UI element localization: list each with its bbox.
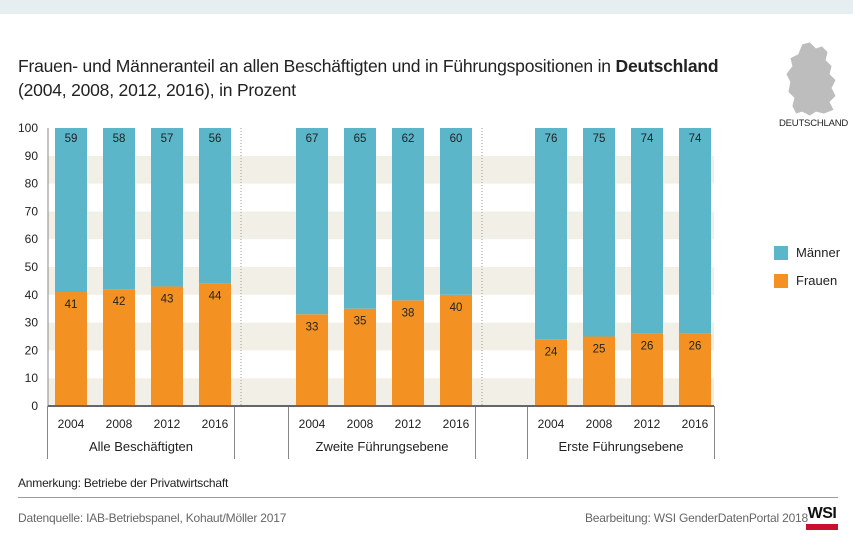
bar-frauen xyxy=(440,294,472,406)
data-label-frauen: 44 xyxy=(209,291,222,303)
data-label-maenner: 74 xyxy=(689,133,702,145)
bar-frauen xyxy=(151,286,183,406)
data-label-frauen: 43 xyxy=(161,293,174,305)
x-tick-label: 2008 xyxy=(347,417,374,431)
y-tick-label: 70 xyxy=(25,204,39,218)
chart-title-bold: Deutschland xyxy=(615,56,719,76)
data-label-maenner: 57 xyxy=(161,133,174,145)
x-tick-label: 2004 xyxy=(538,417,565,431)
data-label-maenner: 60 xyxy=(450,133,463,145)
chart-title-text: Frauen- und Männeranteil an allen Beschä… xyxy=(18,56,611,76)
data-label-frauen: 26 xyxy=(641,341,654,353)
bar-maenner xyxy=(392,128,424,301)
y-tick-label: 10 xyxy=(25,371,39,385)
legend-swatch-frauen xyxy=(774,274,788,288)
wsi-logo: WSI xyxy=(806,505,838,533)
y-tick-label: 40 xyxy=(25,288,39,302)
data-label-frauen: 24 xyxy=(545,346,558,358)
footnote: Anmerkung: Betriebe der Privatwirtschaft xyxy=(18,476,229,490)
x-tick-label: 2012 xyxy=(154,417,181,431)
top-band xyxy=(0,0,853,14)
wsi-logo-bar xyxy=(806,524,838,530)
x-tick-label: 2012 xyxy=(634,417,661,431)
group-label: Alle Beschäftigten xyxy=(89,439,193,454)
stacked-bar-chart: 0 10 20 30 40 50 60 70 80 90 100 41 59 2004 42 58 2008 43… xyxy=(18,121,715,459)
bar-maenner xyxy=(296,128,328,315)
y-tick-label: 100 xyxy=(18,121,38,135)
bar-maenner xyxy=(151,128,183,287)
data-source: Datenquelle: IAB-Betriebspanel, Kohaut/M… xyxy=(18,511,287,525)
x-tick-label: 2016 xyxy=(443,417,470,431)
data-label-frauen: 35 xyxy=(354,316,367,328)
bar-maenner xyxy=(679,128,711,334)
chart-title: Frauen- und Männeranteil an allen Beschä… xyxy=(18,55,719,77)
bar-maenner xyxy=(440,128,472,295)
y-tick-label: 90 xyxy=(25,149,39,163)
footer-divider xyxy=(18,497,838,498)
data-label-frauen: 33 xyxy=(306,321,319,333)
x-tick-label: 2016 xyxy=(682,417,709,431)
data-label-maenner: 56 xyxy=(209,133,222,145)
credit: Bearbeitung: WSI GenderDatenPortal 2018 xyxy=(585,511,809,525)
legend-label-maenner: Männer xyxy=(796,245,841,260)
bar-maenner xyxy=(103,128,135,290)
data-label-frauen: 26 xyxy=(689,341,702,353)
bar-maenner xyxy=(631,128,663,334)
y-tick-label: 20 xyxy=(25,343,39,357)
bar-frauen xyxy=(679,333,711,406)
bar-frauen xyxy=(392,300,424,406)
y-tick-label: 60 xyxy=(25,232,39,246)
bar-maenner xyxy=(583,128,615,337)
x-tick-label: 2008 xyxy=(106,417,133,431)
bar-frauen xyxy=(535,339,567,406)
data-label-frauen: 38 xyxy=(402,307,415,319)
group-label: Erste Führungsebene xyxy=(558,439,683,454)
germany-map-icon xyxy=(785,41,837,117)
x-tick-label: 2012 xyxy=(395,417,422,431)
bar-frauen xyxy=(583,336,615,406)
y-tick-label: 30 xyxy=(25,316,39,330)
bar-maenner xyxy=(344,128,376,309)
bar-maenner xyxy=(199,128,231,284)
data-label-maenner: 58 xyxy=(113,133,126,145)
data-label-maenner: 59 xyxy=(65,133,78,145)
map-label: DEUTSCHLAND xyxy=(779,118,849,129)
data-label-frauen: 25 xyxy=(593,344,606,356)
bar-maenner xyxy=(55,128,87,293)
bar-frauen xyxy=(296,314,328,406)
legend-label-frauen: Frauen xyxy=(796,273,838,288)
data-label-maenner: 76 xyxy=(545,133,558,145)
data-label-frauen: 42 xyxy=(113,296,126,308)
y-tick-label: 50 xyxy=(25,260,39,274)
group-label: Zweite Führungsebene xyxy=(316,439,449,454)
y-tick-label: 0 xyxy=(31,399,38,413)
chart-subtitle: (2004, 2008, 2012, 2016), in Prozent xyxy=(18,80,296,100)
data-label-frauen: 40 xyxy=(450,302,463,314)
x-tick-label: 2004 xyxy=(299,417,326,431)
data-label-maenner: 74 xyxy=(641,133,654,145)
bar-frauen xyxy=(199,283,231,406)
y-tick-label: 80 xyxy=(25,177,39,191)
x-tick-label: 2008 xyxy=(586,417,613,431)
data-label-maenner: 62 xyxy=(402,133,415,145)
bar-frauen xyxy=(55,292,87,406)
data-label-maenner: 67 xyxy=(306,133,319,145)
bar-frauen xyxy=(631,333,663,406)
bar-frauen xyxy=(103,289,135,406)
data-label-maenner: 65 xyxy=(354,133,367,145)
legend-swatch-maenner xyxy=(774,246,788,260)
bar-frauen xyxy=(344,308,376,406)
wsi-logo-text: WSI xyxy=(807,505,837,522)
data-label-frauen: 41 xyxy=(65,299,78,311)
data-label-maenner: 75 xyxy=(593,133,606,145)
x-tick-label: 2016 xyxy=(202,417,229,431)
x-tick-label: 2004 xyxy=(58,417,85,431)
bar-maenner xyxy=(535,128,567,340)
